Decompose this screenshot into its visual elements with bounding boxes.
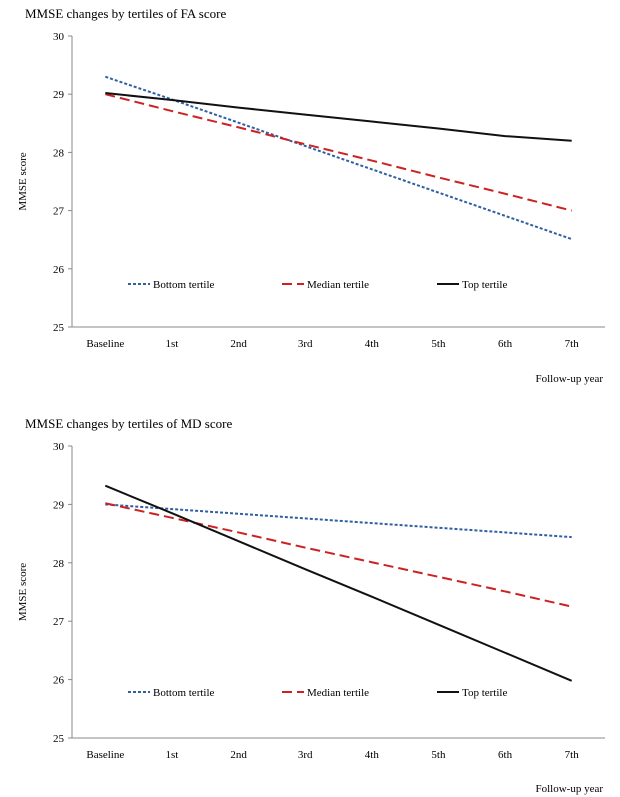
series-line-bottom-tertile — [105, 503, 572, 539]
legend-label: Top tertile — [462, 279, 507, 291]
series-line-top-tertile — [105, 92, 572, 142]
x-tick-label: 4th — [365, 338, 380, 350]
y-tick-label: 28 — [53, 147, 65, 159]
series-line-top-tertile — [104, 484, 573, 682]
x-tick-label: 3rd — [298, 749, 313, 761]
y-tick-label: 27 — [53, 616, 65, 628]
x-tick-label: Baseline — [86, 749, 124, 761]
chart-panel-1: MMSE changes by tertiles of FA score 25 26… — [17, 6, 605, 385]
x-axis-label: Follow-up year — [535, 783, 603, 795]
y-tick-label: 26 — [53, 675, 65, 687]
legend-label: Median tertile — [307, 279, 369, 291]
x-tick-label: 4th — [365, 749, 380, 761]
x-tick-label: 7th — [565, 749, 580, 761]
x-axis-label: Follow-up year — [535, 373, 603, 385]
x-tick-label: 5th — [431, 338, 446, 350]
y-axis-label: MMSE score — [17, 152, 29, 210]
x-tick-label: 1st — [166, 338, 179, 350]
y-tick-label: 27 — [53, 206, 65, 218]
x-tick-label: 5th — [431, 749, 446, 761]
y-tick-label: 29 — [53, 89, 65, 101]
x-tick-label: 6th — [498, 749, 513, 761]
x-tick-label: 2nd — [230, 749, 247, 761]
chart-panel-2: MMSE changes by tertiles of MD score 25 26… — [17, 416, 605, 795]
chart-title: MMSE changes by tertiles of MD score — [25, 416, 232, 431]
x-tick-label: 1st — [166, 749, 179, 761]
legend-label: Top tertile — [462, 687, 507, 699]
y-tick-label: 25 — [53, 733, 65, 745]
x-tick-label: 6th — [498, 338, 513, 350]
legend-label: Bottom tertile — [153, 279, 215, 291]
series-line-bottom-tertile — [104, 75, 573, 241]
y-tick-label: 30 — [53, 31, 65, 43]
y-tick-label: 28 — [53, 558, 65, 570]
x-tick-label: 7th — [565, 338, 580, 350]
chart-title: MMSE changes by tertiles of FA score — [25, 6, 226, 21]
x-tick-label: 3rd — [298, 338, 313, 350]
y-tick-label: 30 — [53, 441, 65, 453]
legend-label: Bottom tertile — [153, 687, 215, 699]
series-line-median-tertile — [105, 93, 572, 212]
x-tick-label: Baseline — [86, 338, 124, 350]
series-line-median-tertile — [105, 502, 572, 608]
y-tick-label: 26 — [53, 264, 65, 276]
legend-label: Median tertile — [307, 687, 369, 699]
y-tick-label: 29 — [53, 499, 65, 511]
y-tick-label: 25 — [53, 322, 65, 334]
y-axis-label: MMSE score — [17, 563, 29, 621]
x-tick-label: 2nd — [230, 338, 247, 350]
